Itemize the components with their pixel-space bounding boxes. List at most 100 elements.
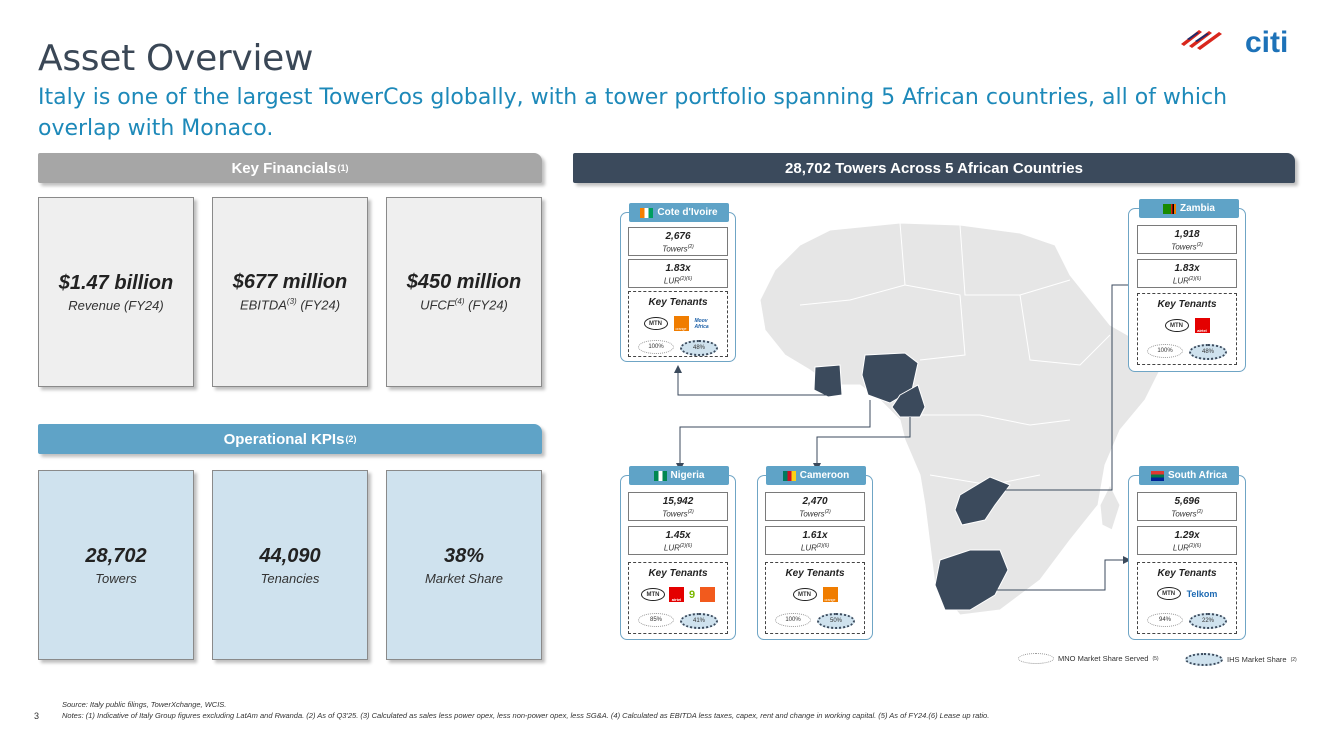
madagascar-shape [1099, 483, 1121, 531]
mtn-logo: MTN [643, 317, 668, 330]
map-section-header: 28,702 Towers Across 5 African Countries [573, 153, 1295, 183]
towers-stat: 2,470 Towers(2) [765, 492, 865, 521]
cote-divoire-shape [813, 364, 843, 398]
operational-kpis-header: Operational KPIs (2) [38, 424, 542, 454]
ebitda-box: $677 million EBITDA(3) (FY24) [212, 197, 368, 387]
africa-map [674, 222, 1161, 616]
page-subtitle: Italy is one of the largest TowerCos glo… [38, 85, 1228, 141]
nigeria-flag-icon [653, 470, 667, 481]
mno-share-pill: 85% [638, 613, 674, 627]
towers-stat: 15,942 Towers(2) [628, 492, 728, 521]
tenancies-kpi-box: 44,090 Tenancies [212, 470, 368, 660]
telkom-logo: Telkom [1186, 588, 1218, 599]
africa-landmass [759, 222, 1161, 616]
operational-kpis-heading: Operational KPIs [223, 430, 345, 448]
orange-logo: orange [673, 316, 689, 331]
ufcf-value: $450 million [406, 271, 522, 294]
lur-stat: 1.83x LUR(2)(6) [628, 259, 728, 288]
key-financials-header: Key Financials (1) [38, 153, 542, 183]
mtn-logo: MTN [641, 588, 665, 601]
lur-stat: 1.29x LUR(2)(6) [1137, 526, 1237, 555]
mtn-logo: MTN [1164, 319, 1189, 332]
country-card-south-africa: South Africa 5,696 Towers(2) 1.29x LUR(2… [1128, 466, 1246, 640]
page-title: Asset Overview [38, 38, 314, 79]
ebitda-value: $677 million [232, 271, 348, 294]
glo-logo [700, 587, 715, 602]
ihs-share-pill: 50% [817, 613, 855, 629]
lur-stat: 1.83x LUR(2)(6) [1137, 259, 1237, 288]
zambia-flag-icon [1162, 203, 1176, 214]
ebitda-label: EBITDA(3) (FY24) [239, 297, 341, 313]
ihs-share-pill: 22% [1189, 613, 1227, 629]
key-tenants-box: Key Tenants MTN airtel 9 85% 41% [628, 562, 728, 634]
cameroon-flag-icon [782, 470, 796, 481]
footer-notes: Notes: (1) Indicative of Italy Group fig… [62, 711, 990, 720]
zambia-shape [954, 476, 1011, 526]
cote-divoire-connector [677, 373, 828, 396]
country-card-cote-divoire: Cote d'Ivoire 2,676 Towers(2) 1.83x LUR(… [620, 203, 736, 362]
country-card-zambia: Zambia 1,918 Towers(2) 1.83x LUR(2)(6) K… [1128, 199, 1246, 372]
cote-divoire-flag-icon [640, 207, 654, 218]
ihs-share-pill: 48% [680, 340, 718, 356]
lur-stat: 1.61x LUR(2)(6) [765, 526, 865, 555]
towers-stat: 2,676 Towers(2) [628, 227, 728, 256]
page-number: 3 [34, 711, 40, 721]
ufcf-box: $450 million UFCF(4) (FY24) [386, 197, 542, 387]
operational-kpis-note: (2) [345, 434, 357, 444]
market-share-kpi-label: Market Share [424, 570, 504, 586]
towers-kpi-label: Towers [95, 570, 137, 586]
nigeria-connector [679, 400, 871, 463]
ihs-share-pill: 48% [1189, 344, 1227, 360]
towers-kpi-box: 28,702 Towers [38, 470, 194, 660]
revenue-label: Revenue (FY24) [68, 297, 164, 313]
lur-stat: 1.45x LUR(2)(6) [628, 526, 728, 555]
country-card-nigeria: Nigeria 15,942 Towers(2) 1.45x LUR(2)(6)… [620, 466, 736, 640]
revenue-box: $1.47 billion Revenue (FY24) [38, 197, 194, 387]
key-tenants-box: Key Tenants MTN Telkom 94% 22% [1137, 562, 1237, 634]
tenancies-kpi-value: 44,090 [259, 544, 321, 567]
mno-legend-swatch [1018, 653, 1054, 664]
airtel-logo: airtel [1194, 318, 1210, 333]
citi-wordmark: citi [1245, 26, 1288, 58]
towers-kpi-value: 28,702 [85, 544, 147, 567]
country-card-header: Cote d'Ivoire [629, 203, 729, 222]
south-africa-shape [934, 549, 1009, 611]
south-africa-flag-icon [1150, 470, 1164, 481]
ihs-share-pill: 41% [680, 613, 718, 629]
legend-mno: MNO Market Share Served (5) [1018, 653, 1159, 664]
country-card-header: South Africa [1139, 466, 1239, 485]
mno-share-pill: 94% [1147, 613, 1183, 627]
ihs-legend-swatch [1185, 653, 1223, 666]
cameroon-connector [816, 417, 911, 463]
key-tenants-box: Key Tenants MTN orange Moov Africa 100% … [628, 291, 728, 357]
mno-share-pill: 100% [638, 340, 674, 354]
revenue-value: $1.47 billion [58, 271, 174, 294]
mno-share-pill: 100% [1147, 344, 1183, 358]
airtel-logo: airtel [669, 587, 684, 602]
country-card-header: Zambia [1139, 199, 1239, 218]
market-share-kpi-value: 38% [443, 544, 485, 567]
key-financials-heading: Key Financials [231, 159, 337, 177]
mno-share-pill: 100% [775, 613, 811, 627]
country-card-header: Cameroon [766, 466, 866, 485]
key-tenants-box: Key Tenants MTN orange 100% 50% [765, 562, 865, 634]
key-financials-note: (1) [337, 163, 349, 173]
legend-ihs: IHS Market Share (2) [1185, 653, 1297, 666]
towers-stat: 1,918 Towers(2) [1137, 225, 1237, 254]
key-tenants-box: Key Tenants MTN airtel 100% 48% [1137, 293, 1237, 365]
country-card-cameroon: Cameroon 2,470 Towers(2) 1.61x LUR(2)(6)… [757, 466, 873, 640]
market-share-kpi-box: 38% Market Share [386, 470, 542, 660]
mtn-logo: MTN [1156, 587, 1181, 600]
orange-logo: orange [822, 587, 838, 602]
citi-logo: citi [1177, 22, 1297, 59]
country-card-header: Nigeria [629, 466, 729, 485]
mtn-logo: MTN [792, 588, 817, 601]
tenancies-kpi-label: Tenancies [260, 570, 320, 586]
zambia-connector [985, 284, 1130, 491]
citi-arc-icon [1181, 30, 1222, 50]
cameroon-shape [891, 384, 926, 418]
south-africa-connector [995, 559, 1125, 591]
moov-africa-logo: Moov Africa [694, 317, 709, 330]
9mobile-logo: 9 [688, 588, 696, 601]
ufcf-label: UFCF(4) (FY24) [420, 297, 508, 313]
